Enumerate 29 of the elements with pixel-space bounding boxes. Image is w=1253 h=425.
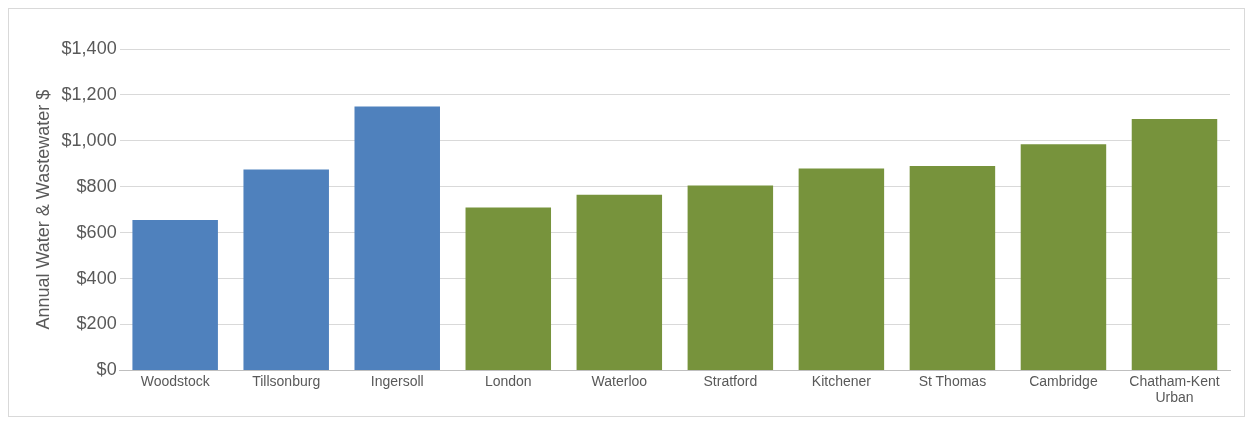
bar bbox=[576, 194, 663, 370]
x-tick-label: St Thomas bbox=[918, 372, 987, 389]
x-tick-label: Stratford bbox=[703, 372, 758, 389]
bar bbox=[132, 220, 218, 370]
bar bbox=[1131, 119, 1218, 370]
y-tick-label: $1,400 bbox=[61, 37, 117, 58]
bar bbox=[687, 185, 774, 370]
y-tick-label: $600 bbox=[76, 221, 117, 242]
y-tick-label: $200 bbox=[76, 313, 117, 334]
bar bbox=[243, 169, 329, 370]
y-tick-label: $1,000 bbox=[61, 129, 117, 150]
bar bbox=[1020, 144, 1107, 370]
bar bbox=[465, 207, 552, 370]
y-tick-label: $1,200 bbox=[61, 83, 117, 104]
x-tick-label: Tillsonburg bbox=[252, 372, 321, 389]
bar bbox=[798, 168, 885, 370]
x-tick-label: Kitchener bbox=[811, 372, 872, 389]
x-tick-label: London bbox=[484, 372, 532, 389]
y-tick-label: $0 bbox=[96, 359, 117, 380]
x-tick-label: Waterloo bbox=[591, 372, 648, 389]
x-tick-label: Ingersoll bbox=[370, 372, 424, 389]
x-tick-label: Woodstock bbox=[140, 372, 211, 389]
bar bbox=[909, 166, 996, 370]
y-axis-title: Annual Water & Wastewater $ bbox=[32, 89, 53, 330]
y-tick-label: $800 bbox=[76, 175, 117, 196]
bar bbox=[354, 106, 440, 370]
x-tick-label: Cambridge bbox=[1029, 372, 1098, 389]
y-tick-label: $400 bbox=[76, 267, 117, 288]
x-tick-label: Chatham-Kent Urban bbox=[1129, 372, 1220, 406]
